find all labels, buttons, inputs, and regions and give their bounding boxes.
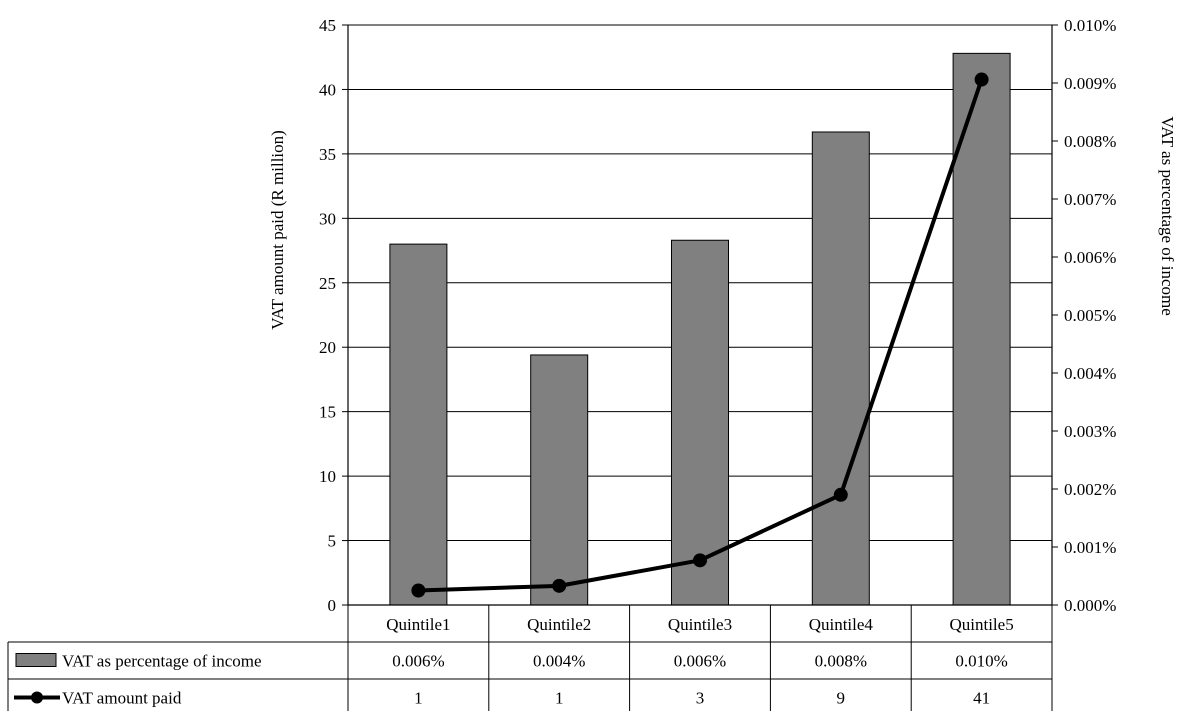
point-quintile2 xyxy=(552,578,567,593)
y-tick-label: 15 xyxy=(319,403,336,422)
point-quintile1 xyxy=(411,583,426,598)
line-series xyxy=(411,72,989,598)
x-tick-label: Quintile4 xyxy=(809,615,874,634)
y2-tick-label: 0.007% xyxy=(1064,190,1116,209)
table-cell: 1 xyxy=(555,689,564,708)
point-quintile5 xyxy=(974,72,989,87)
table-cell: 3 xyxy=(696,689,705,708)
axes: 0 5 10 15 20 25 30 35 40 45 0.000% 0.001% 0.002% 0.00… xyxy=(319,16,1116,615)
legend-label: VAT as percentage of income xyxy=(62,652,262,671)
y2-tick-label: 0.001% xyxy=(1064,538,1116,557)
bar-quintile2 xyxy=(530,354,589,606)
point-quintile4 xyxy=(833,487,848,502)
bar-quintile4 xyxy=(811,131,870,606)
data-table: Quintile1 Quintile2 Quintile3 Quintile4 Quin… xyxy=(7,605,1053,716)
y2-tick-label: 0.006% xyxy=(1064,248,1116,267)
table-cell: 41 xyxy=(973,689,990,708)
y2-axis-label: VAT as percentage of income xyxy=(1158,116,1177,316)
table-cell: 0.006% xyxy=(392,652,444,671)
legend-label: VAT amount paid xyxy=(62,689,182,708)
table-cell: 0.010% xyxy=(955,652,1007,671)
y-tick-label: 40 xyxy=(319,80,336,99)
x-tick-label: Quintile3 xyxy=(668,615,732,634)
legend-swatch-marker xyxy=(31,691,43,704)
table-cell: 0.008% xyxy=(815,652,867,671)
y-tick-label: 30 xyxy=(319,209,336,228)
y-tick-label: 35 xyxy=(319,145,336,164)
x-tick-label: Quintile2 xyxy=(527,615,591,634)
y2-tick-label: 0.004% xyxy=(1064,364,1116,383)
bar-quintile3 xyxy=(671,239,729,606)
table-cell: 9 xyxy=(837,689,846,708)
y-tick-label: 20 xyxy=(319,338,336,357)
table-cell: 1 xyxy=(414,689,423,708)
y-axis-label: VAT amount paid (R million) xyxy=(268,130,287,330)
legend-swatch-bar xyxy=(15,653,57,667)
y2-tick-label: 0.008% xyxy=(1064,132,1116,151)
bars xyxy=(389,52,1011,606)
point-quintile3 xyxy=(693,553,707,568)
x-tick-label: Quintile1 xyxy=(386,615,450,634)
y2-tick-label: 0.002% xyxy=(1064,480,1116,499)
x-tick-label: Quintile5 xyxy=(949,615,1013,634)
y2-tick-label: 0.000% xyxy=(1064,596,1116,615)
y-tick-label: 10 xyxy=(319,467,336,486)
y2-tick-label: 0.003% xyxy=(1064,422,1116,441)
y2-tick-label: 0.005% xyxy=(1064,306,1116,325)
y-tick-label: 5 xyxy=(328,532,337,551)
bar-quintile1 xyxy=(389,243,448,606)
y2-tick-label: 0.009% xyxy=(1064,74,1116,93)
y-tick-label: 25 xyxy=(319,274,336,293)
y2-tick-label: 0.010% xyxy=(1064,16,1116,35)
table-cell: 0.004% xyxy=(533,652,585,671)
y-tick-label: 0 xyxy=(328,596,337,615)
y-tick-label: 45 xyxy=(319,16,336,35)
table-cell: 0.006% xyxy=(674,652,726,671)
